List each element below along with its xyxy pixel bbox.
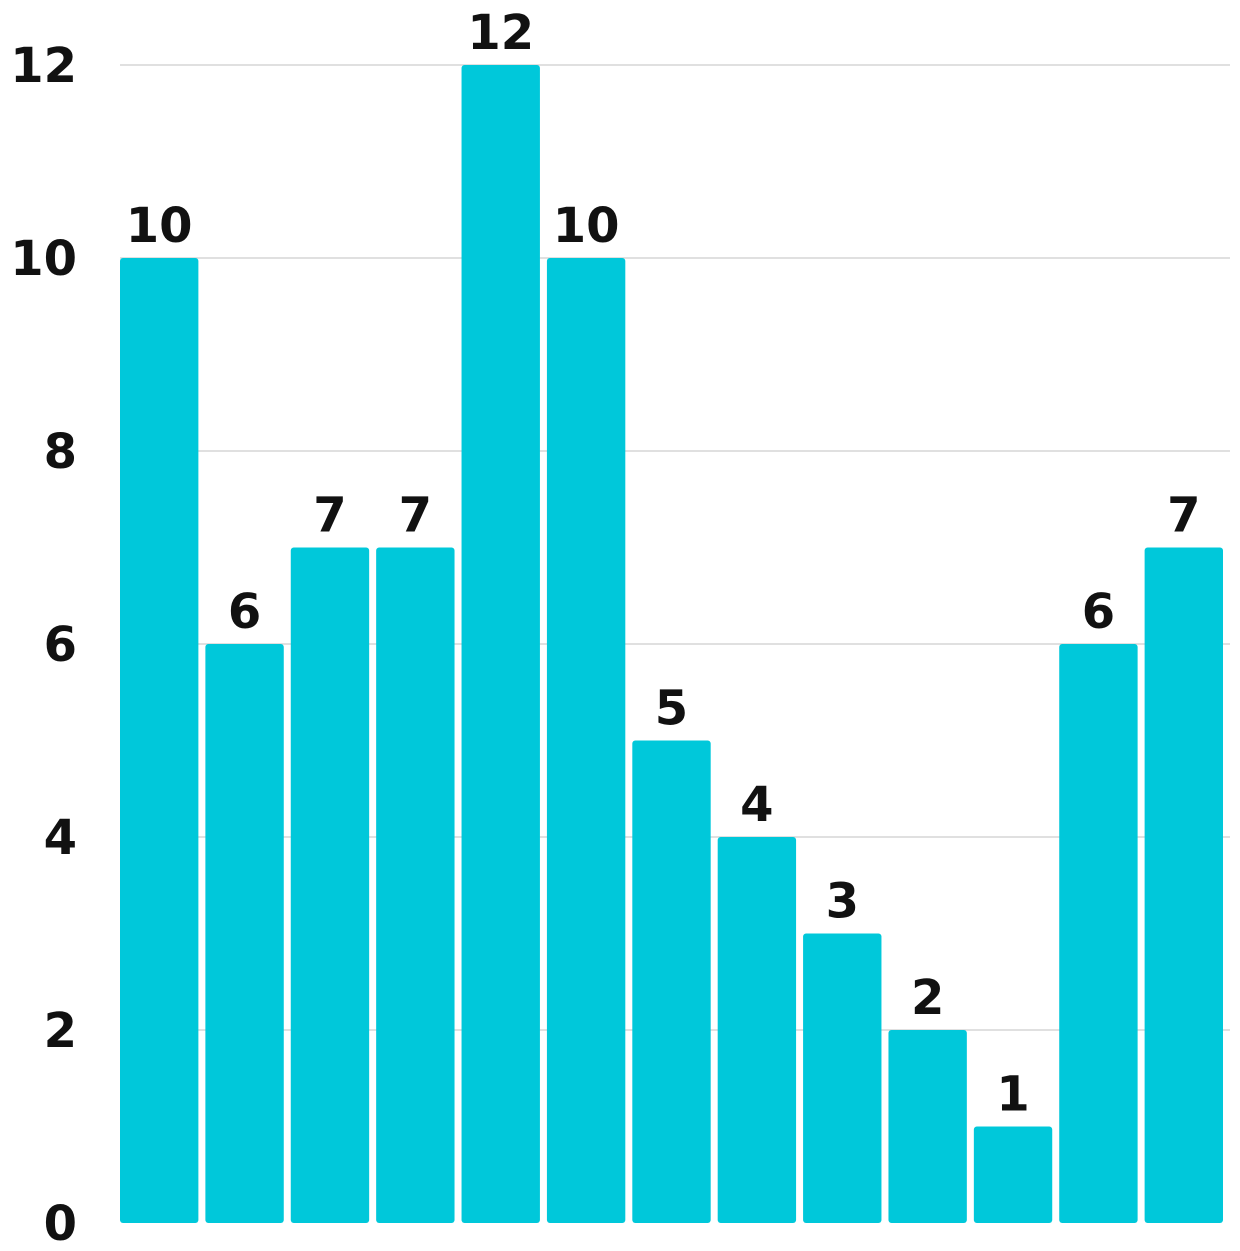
bar bbox=[461, 65, 540, 1223]
bar-value-label: 2 bbox=[911, 970, 944, 1026]
bar-value-label: 4 bbox=[740, 777, 773, 833]
y-tick-label: 2 bbox=[44, 1003, 77, 1059]
bar bbox=[1059, 644, 1138, 1223]
y-tick-label: 8 bbox=[44, 424, 77, 480]
y-axis-ticks: 0 2 4 6 8 10 12 bbox=[10, 38, 77, 1251]
bar-value-label: 3 bbox=[826, 874, 859, 930]
bar bbox=[973, 1126, 1053, 1223]
bar bbox=[803, 933, 882, 1223]
bar bbox=[717, 837, 797, 1223]
bar bbox=[120, 258, 199, 1223]
y-tick-label: 4 bbox=[44, 810, 77, 866]
bar-value-label: 10 bbox=[553, 198, 620, 254]
bar-value-label: 7 bbox=[1167, 488, 1200, 544]
y-tick-label: 12 bbox=[10, 38, 77, 94]
y-tick-label: 0 bbox=[44, 1196, 77, 1251]
bar bbox=[888, 1030, 967, 1223]
bar-value-label: 1 bbox=[996, 1067, 1029, 1123]
bar bbox=[205, 644, 284, 1223]
bar bbox=[632, 740, 711, 1223]
bar-value-label: 5 bbox=[655, 681, 688, 737]
bar bbox=[546, 258, 626, 1223]
bar bbox=[290, 547, 370, 1223]
bar-value-label: 7 bbox=[399, 488, 432, 544]
bar-value-label: 6 bbox=[228, 584, 261, 640]
bar-value-label: 12 bbox=[467, 5, 534, 61]
bar-value-label: 7 bbox=[313, 488, 346, 544]
y-tick-label: 10 bbox=[10, 231, 77, 287]
bars bbox=[120, 65, 1223, 1223]
bar bbox=[376, 547, 455, 1223]
bar-value-label: 6 bbox=[1082, 584, 1115, 640]
y-tick-label: 6 bbox=[44, 617, 77, 673]
bar-value-label: 10 bbox=[126, 198, 193, 254]
bar bbox=[1144, 547, 1223, 1223]
